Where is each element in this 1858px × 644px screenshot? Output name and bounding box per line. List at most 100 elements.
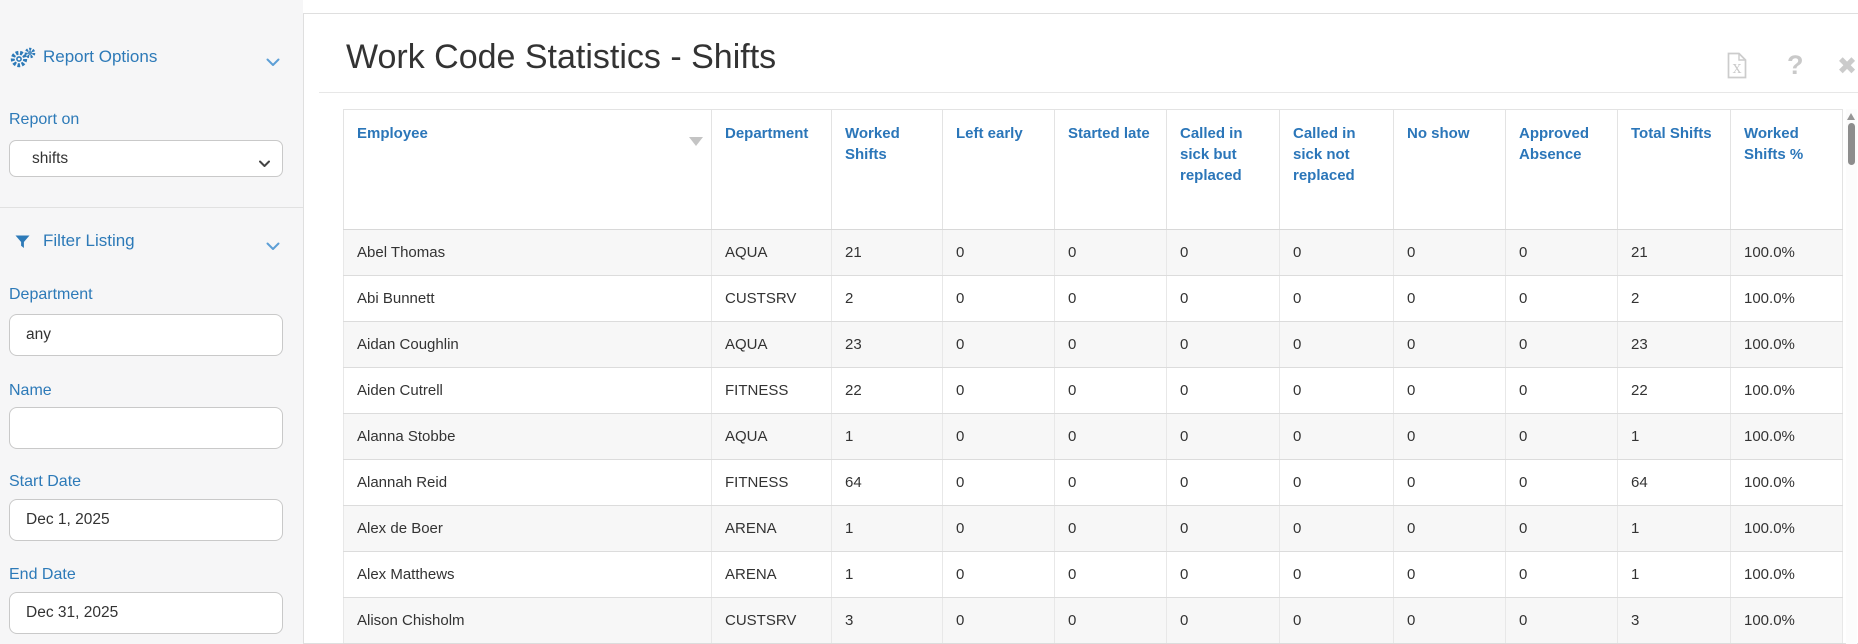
table-cell-called-in-sick-not-replaced: 0 <box>1279 597 1394 644</box>
table-cell-total-shifts: 1 <box>1617 551 1731 598</box>
statistics-table: Employee Department Worked Shifts Left earl… <box>343 109 1843 644</box>
scroll-up-icon[interactable] <box>1847 113 1855 120</box>
select-arrow-icon <box>259 155 270 173</box>
table-cell-called-in-sick-not-replaced: 0 <box>1279 321 1394 368</box>
table-cell-called-in-sick-not-replaced: 0 <box>1279 229 1394 276</box>
table-cell-started-late: 0 <box>1054 459 1167 506</box>
column-header-employee[interactable]: Employee <box>343 109 712 230</box>
table-cell-total-shifts: 64 <box>1617 459 1731 506</box>
table-cell-worked-shifts: 21 <box>831 229 943 276</box>
sidebar-divider <box>0 207 303 208</box>
column-header-called-in-sick-but-replaced[interactable]: Called in sick but replaced <box>1166 109 1280 230</box>
table-cell-employee: Alison Chisholm <box>343 597 712 644</box>
filter-listing-label: Filter Listing <box>43 231 135 250</box>
start-date-input[interactable]: Dec 1, 2025 <box>9 499 283 541</box>
column-header-worked-shifts[interactable]: Worked Shifts % <box>1730 109 1843 230</box>
column-header-label: Called in sick not replaced <box>1293 125 1356 184</box>
close-icon[interactable]: ✖ <box>1837 53 1858 80</box>
table-cell-department: FITNESS <box>711 367 832 414</box>
table-cell-department: ARENA <box>711 551 832 598</box>
column-header-called-in-sick-not-replaced[interactable]: Called in sick not replaced <box>1279 109 1394 230</box>
column-header-started-late[interactable]: Started late <box>1054 109 1167 230</box>
report-on-select[interactable]: shifts <box>9 140 283 177</box>
table-cell-employee: Alex de Boer <box>343 505 712 552</box>
table-cell-worked-shifts: 64 <box>831 459 943 506</box>
table-cell-called-in-sick-not-replaced: 0 <box>1279 459 1394 506</box>
department-input[interactable]: any <box>9 314 283 356</box>
table-row: Aidan Coughlin AQUA 23 0 0 0 0 0 0 23 100.0% <box>343 321 1843 368</box>
table-cell-total-shifts: 1 <box>1617 505 1731 552</box>
column-header-label: Called in sick but replaced <box>1180 125 1243 184</box>
table-row: Aiden Cutrell FITNESS 22 0 0 0 0 0 0 22 100.0% <box>343 367 1843 414</box>
filter-icon <box>15 235 30 254</box>
table-cell-worked-shifts: 3 <box>831 597 943 644</box>
table-cell-started-late: 0 <box>1054 505 1167 552</box>
end-date-input[interactable]: Dec 31, 2025 <box>9 592 283 634</box>
table-cell-no-show: 0 <box>1393 229 1506 276</box>
table-cell-worked-shifts: 100.0% <box>1730 551 1843 598</box>
table-cell-worked-shifts: 100.0% <box>1730 413 1843 460</box>
column-header-department[interactable]: Department <box>711 109 832 230</box>
chevron-down-icon <box>266 238 280 256</box>
table-cell-approved-absence: 0 <box>1505 229 1618 276</box>
column-header-label: Employee <box>357 125 428 142</box>
name-input[interactable] <box>9 407 283 449</box>
table-cell-employee: Abel Thomas <box>343 229 712 276</box>
table-cell-worked-shifts: 23 <box>831 321 943 368</box>
column-header-no-show[interactable]: No show <box>1393 109 1506 230</box>
column-header-label: Started late <box>1068 125 1150 142</box>
page-title: Work Code Statistics - Shifts <box>346 38 777 76</box>
excel-export-icon[interactable]: X <box>1725 52 1749 84</box>
table-cell-called-in-sick-but-replaced: 0 <box>1166 597 1280 644</box>
start-date-label: Start Date <box>9 473 82 490</box>
table-cell-department: AQUA <box>711 413 832 460</box>
column-header-label: Total Shifts <box>1631 125 1712 142</box>
vertical-scrollbar[interactable] <box>1846 109 1857 644</box>
report-on-value: shifts <box>32 149 69 167</box>
table-cell-called-in-sick-not-replaced: 0 <box>1279 275 1394 322</box>
end-date-label: End Date <box>9 566 76 583</box>
table-cell-employee: Aidan Coughlin <box>343 321 712 368</box>
table-cell-started-late: 0 <box>1054 275 1167 322</box>
table-cell-department: ARENA <box>711 505 832 552</box>
filter-listing-header[interactable]: Filter Listing <box>0 230 303 256</box>
table-cell-called-in-sick-but-replaced: 0 <box>1166 229 1280 276</box>
column-header-label: Left early <box>956 125 1023 142</box>
table-cell-total-shifts: 23 <box>1617 321 1731 368</box>
report-options-header[interactable]: Report Options <box>0 46 303 72</box>
table-row: Abel Thomas AQUA 21 0 0 0 0 0 0 21 100.0% <box>343 229 1843 276</box>
help-icon[interactable]: ? <box>1787 50 1804 80</box>
table-cell-department: FITNESS <box>711 459 832 506</box>
table-cell-approved-absence: 0 <box>1505 459 1618 506</box>
table-cell-left-early: 0 <box>942 413 1055 460</box>
table-cell-started-late: 0 <box>1054 597 1167 644</box>
table-cell-called-in-sick-but-replaced: 0 <box>1166 321 1280 368</box>
column-header-left-early[interactable]: Left early <box>942 109 1055 230</box>
table-cell-department: AQUA <box>711 321 832 368</box>
column-header-total-shifts[interactable]: Total Shifts <box>1617 109 1731 230</box>
table-cell-worked-shifts: 100.0% <box>1730 597 1843 644</box>
column-header-approved-absence[interactable]: Approved Absence <box>1505 109 1618 230</box>
table-cell-started-late: 0 <box>1054 367 1167 414</box>
table-cell-no-show: 0 <box>1393 597 1506 644</box>
department-value: any <box>26 326 51 343</box>
table-cell-called-in-sick-not-replaced: 0 <box>1279 413 1394 460</box>
table-header-row: Employee Department Worked Shifts Left earl… <box>343 109 1843 230</box>
table-cell-started-late: 0 <box>1054 551 1167 598</box>
svg-text:X: X <box>1733 62 1742 76</box>
table-cell-approved-absence: 0 <box>1505 505 1618 552</box>
table-cell-department: CUSTSRV <box>711 597 832 644</box>
table-cell-total-shifts: 2 <box>1617 275 1731 322</box>
table-cell-approved-absence: 0 <box>1505 367 1618 414</box>
scrollbar-thumb[interactable] <box>1848 123 1855 165</box>
table-cell-left-early: 0 <box>942 275 1055 322</box>
sidebar: Report Options Report on shifts Filter L… <box>0 0 303 644</box>
table-cell-approved-absence: 0 <box>1505 275 1618 322</box>
column-header-worked-shifts[interactable]: Worked Shifts <box>831 109 943 230</box>
end-date-value: Dec 31, 2025 <box>26 604 119 621</box>
report-on-label: Report on <box>9 111 80 128</box>
table-row: Abi Bunnett CUSTSRV 2 0 0 0 0 0 0 2 100.0% <box>343 275 1843 322</box>
table-cell-employee: Alannah Reid <box>343 459 712 506</box>
table-cell-left-early: 0 <box>942 551 1055 598</box>
department-label: Department <box>9 286 93 303</box>
